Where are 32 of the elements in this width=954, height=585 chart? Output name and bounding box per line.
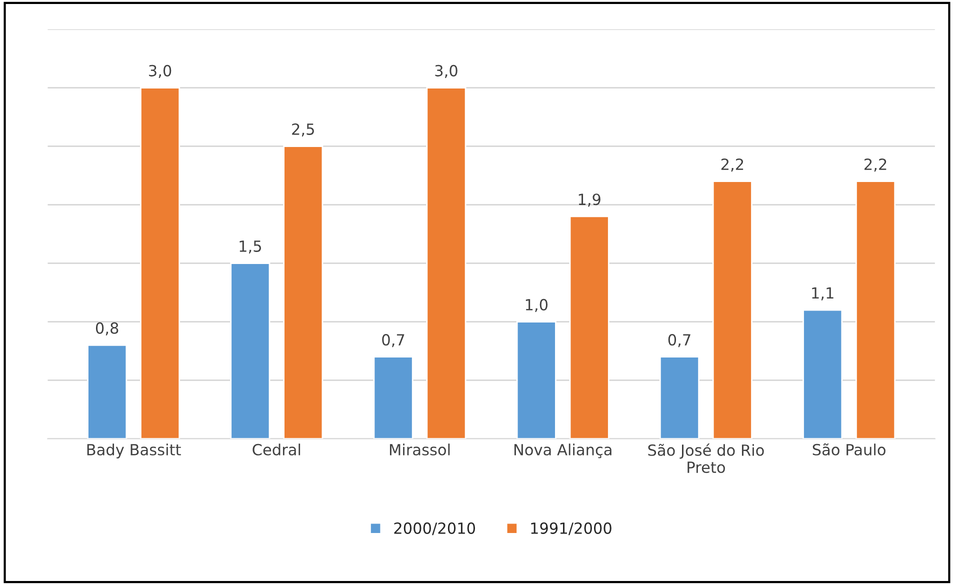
x-tick-label: Mirassol xyxy=(390,444,450,456)
bar xyxy=(659,356,700,439)
bar xyxy=(283,146,324,439)
data-label: 1,0 xyxy=(526,298,548,312)
x-tick-label: São José do Rio Preto xyxy=(648,443,764,474)
legend-label: 2000/2010 xyxy=(394,522,476,536)
data-label: 3,0 xyxy=(435,64,458,78)
x-tick-label: São Paulo xyxy=(812,443,886,456)
data-label: 1,5 xyxy=(240,240,261,254)
data-label: 1,1 xyxy=(812,287,834,300)
data-label: 0,8 xyxy=(96,322,118,336)
data-label: 2,2 xyxy=(721,158,744,172)
bar xyxy=(802,309,843,439)
data-label: 1,9 xyxy=(578,194,600,207)
bar xyxy=(230,262,270,439)
bar xyxy=(140,87,180,439)
bar xyxy=(516,321,556,439)
data-label: 2,5 xyxy=(292,123,314,137)
bar xyxy=(87,344,128,439)
bar xyxy=(856,180,896,439)
x-tick-label: Bady Bassitt xyxy=(87,444,181,458)
data-label: 0,7 xyxy=(382,334,404,348)
bar xyxy=(569,216,610,439)
data-label: 0,7 xyxy=(668,334,690,348)
data-label: 3,0 xyxy=(149,64,172,78)
legend-label: 1991/2000 xyxy=(531,522,612,536)
bar xyxy=(373,356,414,439)
x-tick-label: Nova Aliança xyxy=(514,444,612,458)
bar xyxy=(426,87,466,439)
data-label: 2,2 xyxy=(864,158,886,172)
x-tick-label: Cedral xyxy=(252,444,300,456)
bar xyxy=(712,180,752,439)
